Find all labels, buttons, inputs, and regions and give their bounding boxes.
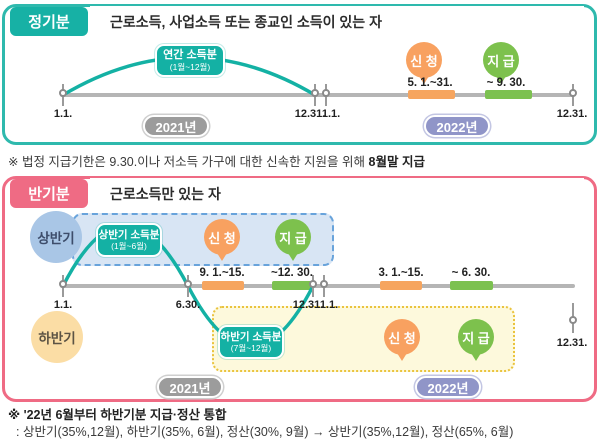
section-regular-description: 근로소득, 사업소득 또는 종교인 소득이 있는 자 <box>90 6 584 37</box>
year-badge-2021: 2021년 <box>157 376 223 398</box>
note-regular: ※ 법정 지급기한은 9.30.이나 저소득 가구에 대한 신속한 지원을 위해… <box>8 151 425 170</box>
tick-dot <box>184 280 192 288</box>
apply-date-first-half: 9. 1.~15. <box>199 267 245 279</box>
tick-label: 12.31. <box>294 108 326 120</box>
section-regular-title-badge: 정기분 <box>10 7 88 36</box>
apply-period-bar-second-half <box>380 281 422 290</box>
tick-label: 6.30. <box>175 299 201 311</box>
tick-label: 1.1. <box>321 108 341 120</box>
year-badge-2021: 2021년 <box>143 115 209 137</box>
tick-marker <box>309 275 317 297</box>
note-half-line1: ※ '22년 6월부터 하반기분 지급·정산 통합 <box>8 408 227 422</box>
tick-dot <box>322 89 330 97</box>
note-half-line2: : 상반기(35%,12월), 하반기(35%, 6월), 정산(30%, 9월… <box>16 425 514 439</box>
first-half-income-badge-sub: (1월~6월) <box>111 241 147 252</box>
annual-income-badge-sub: (1월~12월) <box>169 62 211 72</box>
tick-dot <box>569 316 577 324</box>
tick-label-end: 12.31. <box>556 337 588 349</box>
first-half-income-badge: 상반기 소득분 (1월~6월) <box>96 223 162 257</box>
first-half-income-badge-title: 상반기 소득분 <box>98 228 160 241</box>
tick-marker <box>320 275 328 297</box>
tick-marker <box>569 84 577 106</box>
apply-bubble-regular: 신 청 <box>406 42 442 78</box>
apply-bubble-second-half: 신 청 <box>384 319 420 355</box>
year-badge-2022: 2022년 <box>424 115 490 137</box>
section-half-title-badge: 반기분 <box>10 179 88 208</box>
annual-income-badge: 연간 소득분 (1월~12월) <box>155 44 225 77</box>
timeline-half <box>60 284 575 288</box>
pay-date-first-half: ~12. 30. <box>271 267 313 279</box>
tick-label: 1.1. <box>319 299 339 311</box>
tick-dot <box>569 89 577 97</box>
row-label-second-half: 하반기 <box>31 311 83 363</box>
tick-label: 12.31. <box>292 299 324 311</box>
tick-marker <box>59 84 67 106</box>
tick-dot <box>311 89 319 97</box>
second-half-income-badge-sub: (7월~12월) <box>230 343 272 354</box>
tick-label: 1.1. <box>53 108 73 120</box>
apply-date-second-half: 3. 1.~15. <box>378 267 424 279</box>
tick-marker <box>59 275 67 297</box>
tick-dot <box>59 280 67 288</box>
pay-bubble-second-half: 지 급 <box>458 319 494 355</box>
tick-dot <box>320 280 328 288</box>
pay-period-bar-first-half <box>272 281 313 290</box>
annual-income-badge-title: 연간 소득분 <box>163 48 217 61</box>
pay-period-bar-second-half <box>450 281 493 290</box>
tick-dot <box>309 280 317 288</box>
pay-bubble-first-half: 지 급 <box>275 219 311 255</box>
pay-date-second-half: ~ 6. 30. <box>451 267 491 279</box>
pay-period-bar-regular <box>485 90 532 99</box>
second-half-income-badge: 하반기 소득분 (7월~12월) <box>218 325 284 359</box>
apply-period-bar-regular <box>408 90 455 99</box>
tick-marker <box>322 84 330 106</box>
tick-dot <box>59 89 67 97</box>
tick-marker <box>184 275 192 297</box>
tick-label: 1.1. <box>53 299 73 311</box>
year-badge-2022: 2022년 <box>415 376 481 398</box>
second-half-income-badge-title: 하반기 소득분 <box>220 330 282 343</box>
tick-marker <box>311 84 319 106</box>
apply-period-bar-first-half <box>202 281 244 290</box>
pay-date-regular: ~ 9. 30. <box>486 77 526 89</box>
row-label-first-half: 상반기 <box>30 211 82 263</box>
apply-bubble-first-half: 신 청 <box>204 219 240 255</box>
note-regular-text: ※ 법정 지급기한은 9.30.이나 저소득 가구에 대한 신속한 지원을 위해 <box>8 155 369 169</box>
apply-date-regular: 5. 1.~31. <box>407 77 453 89</box>
pay-bubble-regular: 지 급 <box>483 42 519 78</box>
tick-marker-end <box>569 303 577 333</box>
section-half-description: 근로소득만 있는 자 <box>90 178 584 209</box>
note-regular-bold: 8월말 지급 <box>368 155 425 169</box>
tick-label: 12.31. <box>556 108 588 120</box>
